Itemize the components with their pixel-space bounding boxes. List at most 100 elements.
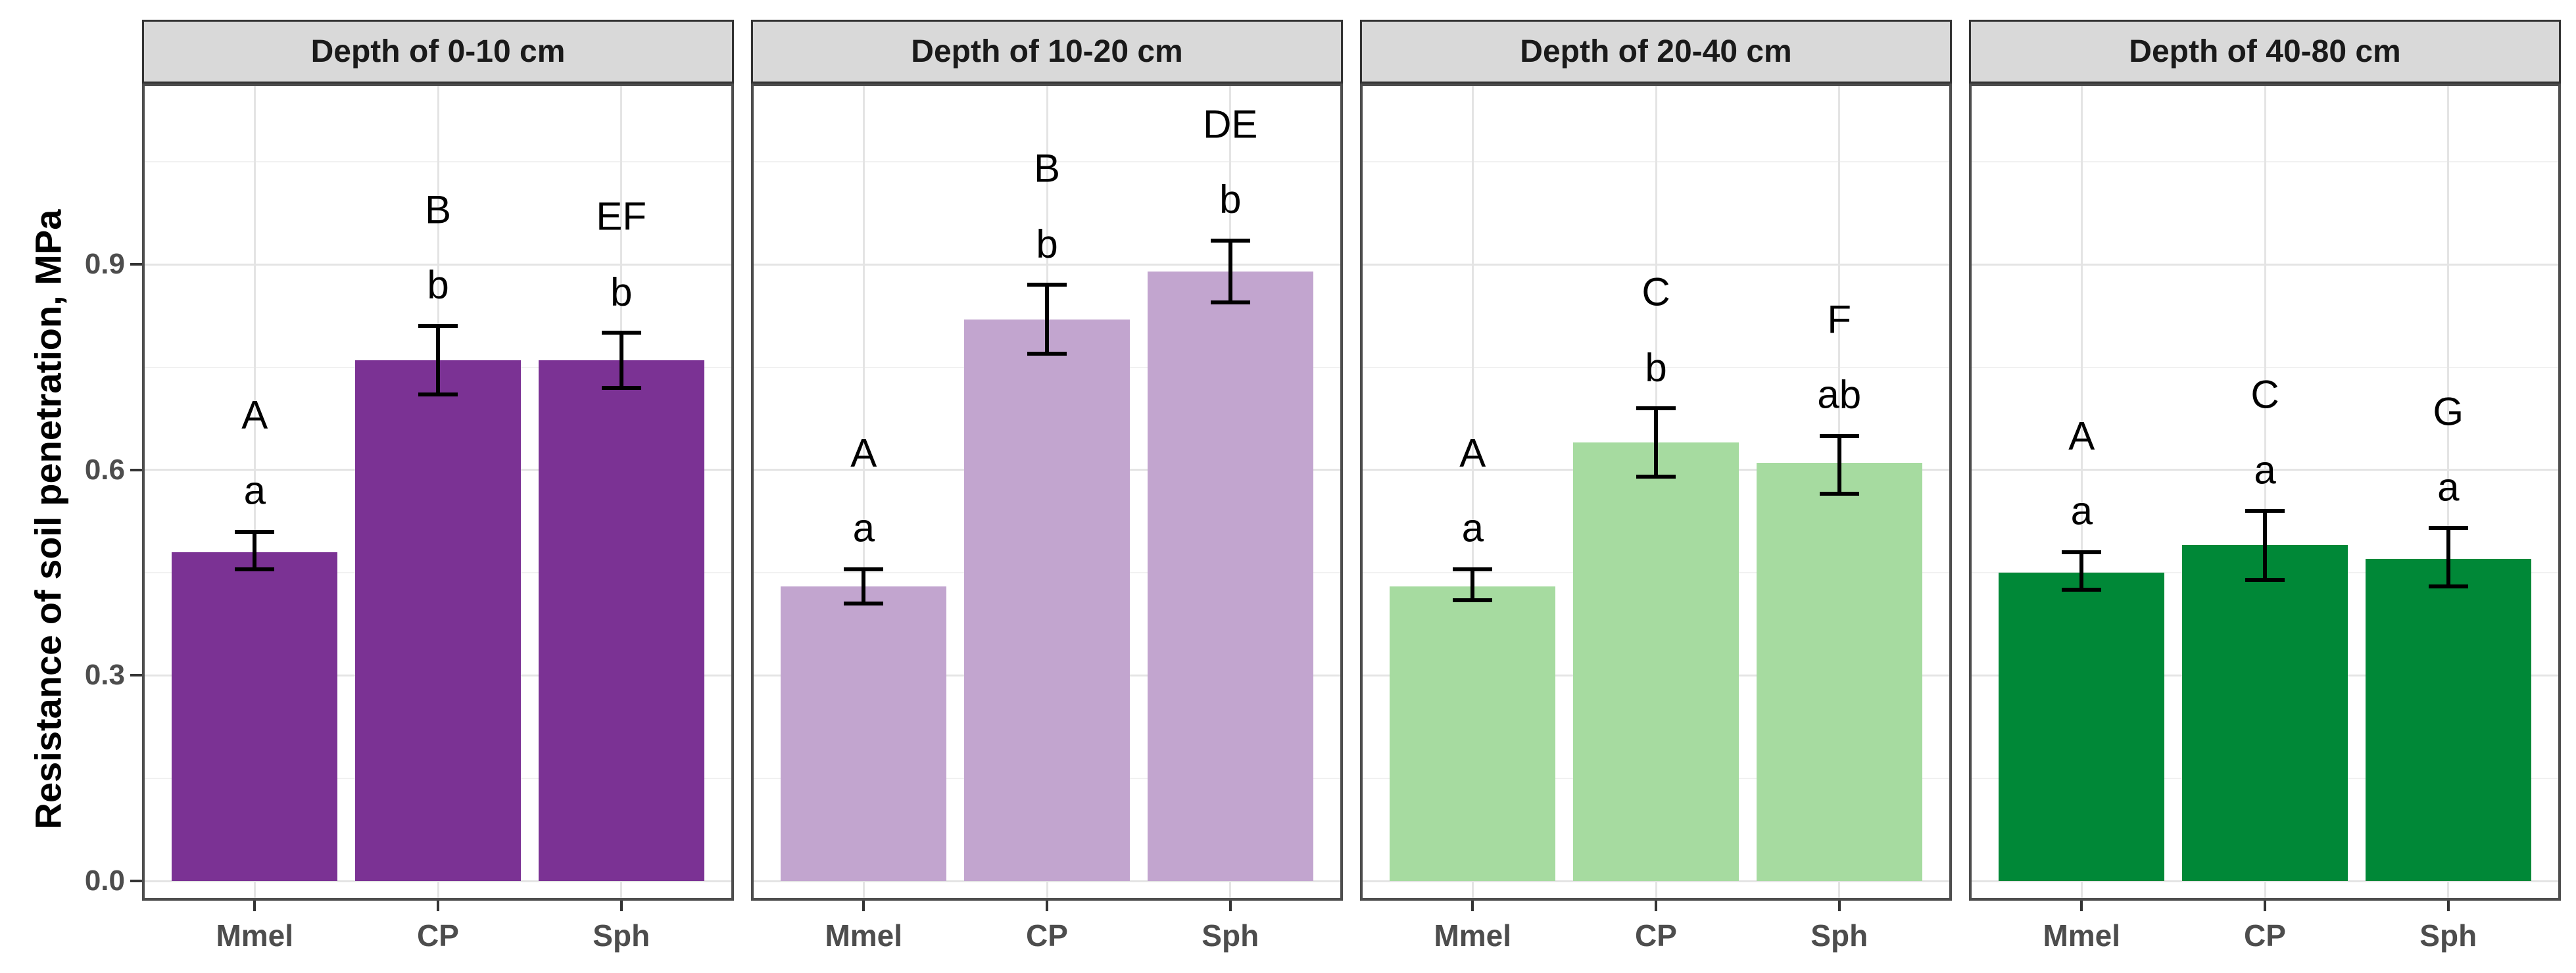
x-tick-label: CP <box>1026 918 1068 953</box>
error-bar-cap <box>2062 588 2102 592</box>
error-bar-cap <box>235 567 275 571</box>
x-tick-label: CP <box>2244 918 2286 953</box>
bar <box>1573 442 1739 881</box>
bar <box>781 586 947 881</box>
x-tick-label: Mmel <box>825 918 903 953</box>
x-tick-mark <box>1471 901 1474 911</box>
bar <box>1390 586 1556 881</box>
x-tick-label: Mmel <box>2043 918 2121 953</box>
error-bar-line <box>2446 528 2450 586</box>
x-tick-label: CP <box>417 918 459 953</box>
x-tick-mark <box>1228 901 1232 911</box>
facet-strip: Depth of 10-20 cm <box>751 20 1343 83</box>
category-gridline <box>2264 86 2266 898</box>
bar <box>538 360 704 881</box>
x-tick-label: Sph <box>2419 918 2477 953</box>
x-tick-mark <box>2080 901 2083 911</box>
significance-letter-lower: b <box>1645 345 1667 389</box>
significance-letter-upper: G <box>2433 389 2464 434</box>
x-tick-mark <box>2264 901 2266 911</box>
x-tick-label: Sph <box>593 918 650 953</box>
error-bar-cap <box>2062 550 2102 554</box>
significance-letter-lower: a <box>2254 448 2276 492</box>
bar <box>172 552 338 881</box>
error-bar-cap <box>1027 351 1067 356</box>
y-tick-label: 0.0 <box>84 865 125 897</box>
y-tick-mark <box>130 674 142 677</box>
error-bar-cap <box>2245 509 2285 513</box>
x-tick-label: CP <box>1635 918 1677 953</box>
facet-strip-label: Depth of 10-20 cm <box>911 34 1183 69</box>
significance-letter-lower: a <box>1461 506 1484 550</box>
category-gridline <box>2447 86 2450 898</box>
significance-letter-upper: F <box>1827 297 1852 342</box>
error-bar-cap <box>2245 577 2285 582</box>
x-tick-mark <box>1046 901 1048 911</box>
category-gridline <box>253 86 256 898</box>
error-bar-cap <box>601 385 641 390</box>
y-tick-label: 0.3 <box>84 659 125 692</box>
x-tick-label: Sph <box>1202 918 1259 953</box>
error-bar-cap <box>2428 584 2468 588</box>
error-bar-line <box>862 569 866 604</box>
category-gridline <box>2080 86 2083 898</box>
y-tick-mark <box>130 468 142 471</box>
category-gridline <box>1471 86 1474 898</box>
significance-letter-upper: EF <box>596 194 647 239</box>
significance-letter-lower: a <box>243 468 266 513</box>
facet-strip: Depth of 0-10 cm <box>142 20 734 83</box>
error-bar-cap <box>2428 526 2468 531</box>
significance-letter-upper: B <box>424 187 452 232</box>
error-bar-line <box>1654 408 1658 477</box>
x-tick-mark <box>1837 901 1841 911</box>
significance-letter-lower: b <box>1219 177 1242 222</box>
error-bar-cap <box>1453 567 1493 571</box>
bar <box>1756 463 1922 881</box>
error-bar-cap <box>1027 283 1067 287</box>
error-bar-cap <box>844 601 884 605</box>
facet-strip-label: Depth of 40-80 cm <box>2129 34 2401 69</box>
error-bar-line <box>2079 552 2084 590</box>
x-tick-label: Sph <box>1810 918 1868 953</box>
significance-letter-upper: B <box>1033 146 1061 191</box>
bar <box>964 319 1130 881</box>
bar <box>1147 271 1313 881</box>
error-bar-line <box>619 333 623 388</box>
error-bar-cap <box>418 392 458 397</box>
x-tick-mark <box>862 901 865 911</box>
error-bar-cap <box>1636 475 1676 479</box>
error-bar-cap <box>1210 300 1250 304</box>
x-tick-mark <box>2446 901 2450 911</box>
significance-letter-upper: A <box>241 392 268 437</box>
error-bar-line <box>1228 240 1232 302</box>
error-bar-cap <box>844 567 884 571</box>
facet-strip-label: Depth of 0-10 cm <box>310 34 566 69</box>
x-tick-mark <box>620 901 623 911</box>
bar <box>355 360 521 881</box>
error-bar-cap <box>1636 406 1676 411</box>
bar <box>2365 559 2531 881</box>
significance-letter-upper: A <box>850 431 877 475</box>
significance-letter-lower: ab <box>1817 372 1862 417</box>
significance-letter-lower: b <box>427 262 449 307</box>
facet-strip: Depth of 40-80 cm <box>1969 20 2561 83</box>
significance-letter-upper: A <box>1459 431 1486 475</box>
significance-letter-upper: C <box>1641 270 1670 314</box>
facet-strip: Depth of 20-40 cm <box>1360 20 1952 83</box>
category-gridline <box>862 86 865 898</box>
error-bar-cap <box>601 331 641 335</box>
significance-letter-lower: a <box>852 506 875 550</box>
facet-strip-label: Depth of 20-40 cm <box>1520 34 1792 69</box>
y-tick-label: 0.9 <box>84 248 125 281</box>
y-tick-mark <box>130 880 142 882</box>
bar <box>1999 573 2165 881</box>
y-tick-mark <box>130 263 142 266</box>
x-tick-mark <box>253 901 256 911</box>
error-bar-line <box>1045 285 1049 354</box>
y-tick-label: 0.6 <box>84 453 125 486</box>
significance-letter-lower: a <box>2437 465 2460 510</box>
